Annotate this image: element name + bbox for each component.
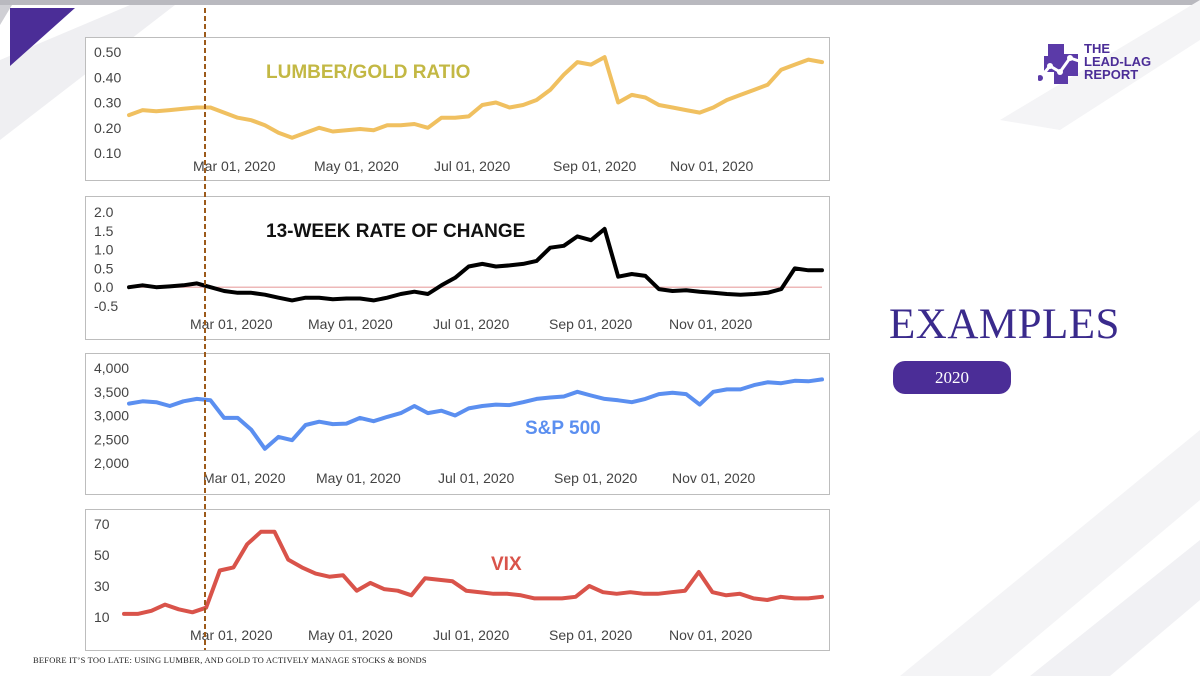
x-tick-label: Nov 01, 2020: [669, 627, 752, 643]
x-tick-label: Jul 01, 2020: [433, 627, 509, 643]
series-line: [127, 55, 824, 140]
lumber-gold-svg: 0.50 0.40 0.30 0.20 0.10 Mar 01, 2020 May 01, …: [94, 44, 824, 174]
x-tick-label: Nov 01, 2020: [669, 316, 752, 332]
y-tick-label: 1.0: [94, 242, 114, 258]
y-tick-label: 50: [94, 547, 110, 563]
y-tick-label: 3,500: [94, 384, 129, 400]
x-tick-label: May 01, 2020: [314, 158, 399, 174]
x-tick-label: Sep 01, 2020: [554, 470, 638, 486]
sp500-chart: 4,000 3,500 3,000 2,500 2,000 Mar 01, 2020 May…: [85, 353, 830, 495]
corner-triangle: [10, 8, 75, 66]
vix-chart: 70 50 30 10 Mar 01, 2020 May 01, 2020 Jul 01, …: [85, 509, 830, 651]
y-tick-label: 4,000: [94, 360, 129, 376]
x-tick-label: Mar 01, 2020: [190, 627, 273, 643]
y-tick-label: 70: [94, 516, 110, 532]
y-tick-label: 0.40: [94, 69, 121, 85]
series-line: [127, 226, 824, 303]
lumber-gold-chart: 0.50 0.40 0.30 0.20 0.10 Mar 01, 2020 May 01, …: [85, 37, 830, 181]
lead-lag-logo: THE LEAD-LAG REPORT: [1038, 42, 1158, 94]
y-tick-label: 2,000: [94, 455, 129, 471]
x-tick-label: May 01, 2020: [308, 627, 393, 643]
chart-title: S&P 500: [525, 418, 601, 439]
x-tick-label: Nov 01, 2020: [672, 470, 755, 486]
chart-title: VIX: [491, 554, 522, 575]
examples-heading: EXAMPLES: [889, 301, 1120, 348]
logo-line-2: LEAD-LAG: [1084, 54, 1152, 69]
logo-line-3: REPORT: [1084, 67, 1139, 82]
vix-svg: 70 50 30 10 Mar 01, 2020 May 01, 2020 Jul 01, …: [94, 516, 824, 643]
y-tick-label: 0.0: [94, 279, 114, 295]
logo-chart-icon: [1038, 44, 1083, 84]
x-tick-label: May 01, 2020: [308, 316, 393, 332]
logo-line-1: THE: [1084, 41, 1110, 56]
chart-title: 13-WEEK RATE OF CHANGE: [266, 221, 525, 242]
x-tick-label: Jul 01, 2020: [434, 158, 510, 174]
y-tick-label: 0.10: [94, 145, 121, 161]
y-tick-label: -0.5: [94, 298, 118, 314]
y-tick-label: 0.20: [94, 120, 121, 136]
x-tick-label: Sep 01, 2020: [549, 627, 633, 643]
year-badge: 2020: [893, 361, 1011, 394]
x-tick-label: Sep 01, 2020: [549, 316, 633, 332]
y-tick-label: 1.5: [94, 223, 114, 239]
x-tick-label: Jul 01, 2020: [438, 470, 514, 486]
x-tick-label: Jul 01, 2020: [433, 316, 509, 332]
y-tick-label: 30: [94, 578, 110, 594]
x-tick-label: Mar 01, 2020: [203, 470, 286, 486]
x-tick-label: Nov 01, 2020: [670, 158, 753, 174]
y-tick-label: 0.50: [94, 44, 121, 60]
footer-caption: BEFORE IT’S TOO LATE: USING LUMBER, AND …: [33, 655, 427, 665]
rate-of-change-chart: 2.0 1.5 1.0 0.5 0.0 -0.5 Mar 01, 2020 May 01, 2…: [85, 196, 830, 340]
x-tick-label: Mar 01, 2020: [190, 316, 273, 332]
x-tick-label: May 01, 2020: [316, 470, 401, 486]
x-tick-label: Mar 01, 2020: [193, 158, 276, 174]
y-tick-label: 0.5: [94, 260, 114, 276]
y-tick-label: 2.0: [94, 204, 114, 220]
y-tick-label: 2,500: [94, 431, 129, 447]
y-tick-label: 3,000: [94, 408, 129, 424]
chart-title: LUMBER/GOLD RATIO: [266, 62, 470, 83]
y-tick-label: 10: [94, 609, 110, 625]
series-line: [127, 377, 824, 451]
sp500-svg: 4,000 3,500 3,000 2,500 2,000 Mar 01, 2020 May…: [94, 360, 824, 486]
y-tick-label: 0.30: [94, 95, 121, 111]
rate-of-change-svg: 2.0 1.5 1.0 0.5 0.0 -0.5 Mar 01, 2020 May 01, 2…: [94, 204, 824, 332]
x-tick-label: Sep 01, 2020: [553, 158, 637, 174]
series-line: [122, 529, 824, 616]
